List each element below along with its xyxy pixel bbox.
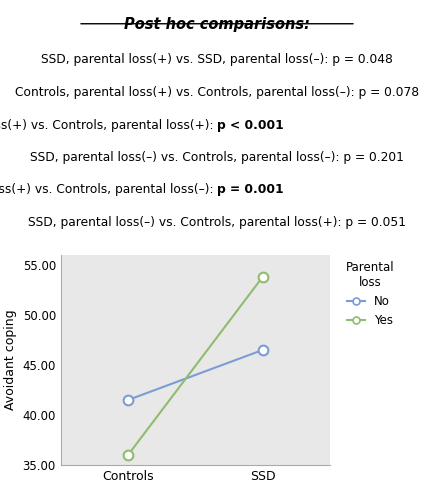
Text: Controls, parental loss(+) vs. Controls, parental loss(–): p = 0.078: Controls, parental loss(+) vs. Controls,… (15, 86, 419, 99)
Legend: No, Yes: No, Yes (341, 256, 399, 332)
Text: p < 0.001: p < 0.001 (217, 118, 284, 132)
Y-axis label: Avoidant coping: Avoidant coping (4, 310, 17, 410)
Text: p = 0.001: p = 0.001 (217, 184, 284, 196)
Text: SSD, parental loss(+) vs. SSD, parental loss(–): p = 0.048: SSD, parental loss(+) vs. SSD, parental … (41, 54, 393, 66)
Text: SSD, parental loss(–) vs. Controls, parental loss(+): p = 0.051: SSD, parental loss(–) vs. Controls, pare… (28, 216, 406, 229)
Text: SSD, parental loss(–) vs. Controls, parental loss(–): p = 0.201: SSD, parental loss(–) vs. Controls, pare… (30, 151, 404, 164)
Line: No: No (123, 345, 267, 405)
No (260, 347, 265, 353)
Text: Post hoc comparisons:: Post hoc comparisons: (124, 18, 310, 32)
Text: SSD, parental loss(+) vs. Controls, parental loss(+): p < 0.001: SSD, parental loss(+) vs. Controls, pare… (26, 118, 408, 132)
No (125, 397, 131, 403)
Text: SSD, parental loss(+) vs. Controls, parental loss(–): p = 0.001: SSD, parental loss(+) vs. Controls, pare… (28, 184, 406, 196)
Text: SSD, parental loss(+) vs. Controls, parental loss(+):: SSD, parental loss(+) vs. Controls, pare… (0, 118, 217, 132)
Text: SSD, parental loss(+) vs. Controls, parental loss(–):: SSD, parental loss(+) vs. Controls, pare… (0, 184, 217, 196)
